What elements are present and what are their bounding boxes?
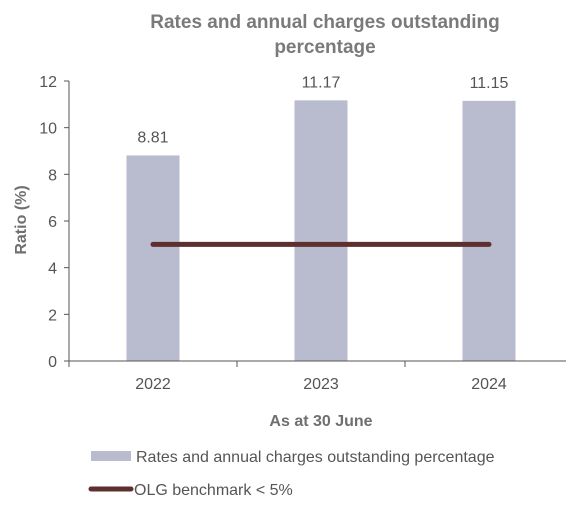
chart-title-line-2: percentage [274,37,375,58]
x-tick-label-2024: 2024 [471,376,507,393]
y-tick-label-10: 10 [39,121,57,138]
data-label-2023: 11.17 [302,74,341,91]
y-tick-label-6: 6 [48,214,57,231]
y-tick-label-2: 2 [48,307,57,324]
x-tick-label-2022: 2022 [135,376,171,393]
legend: Rates and annual charges outstanding per… [88,449,495,499]
plot-area: 8.81 11.17 11.15 0 2 4 6 8 10 12 2022 2023 2024 [39,74,566,393]
data-label-2024: 11.15 [470,75,509,92]
legend-item-benchmark: OLG benchmark < 5% [88,482,293,499]
y-tick-label-8: 8 [48,167,57,184]
bar-2022 [126,155,180,361]
y-tick-label-12: 12 [39,74,57,91]
y-tick-label-4: 4 [48,261,57,278]
y-axis-title: Ratio (%) [13,185,30,254]
legend-label-bars: Rates and annual charges outstanding per… [136,449,495,466]
x-axis-title: As at 30 June [269,413,372,430]
data-label-2022: 8.81 [137,129,168,146]
chart-title-line-1: Rates and annual charges outstanding [150,12,499,33]
y-tick-label-0: 0 [48,354,57,371]
legend-swatch-bars [91,451,131,461]
legend-item-bars: Rates and annual charges outstanding per… [91,449,495,466]
bar-2024 [462,100,516,361]
x-tick-label-2023: 2023 [303,376,339,393]
bar-2023 [294,100,348,361]
legend-label-benchmark: OLG benchmark < 5% [134,482,293,499]
